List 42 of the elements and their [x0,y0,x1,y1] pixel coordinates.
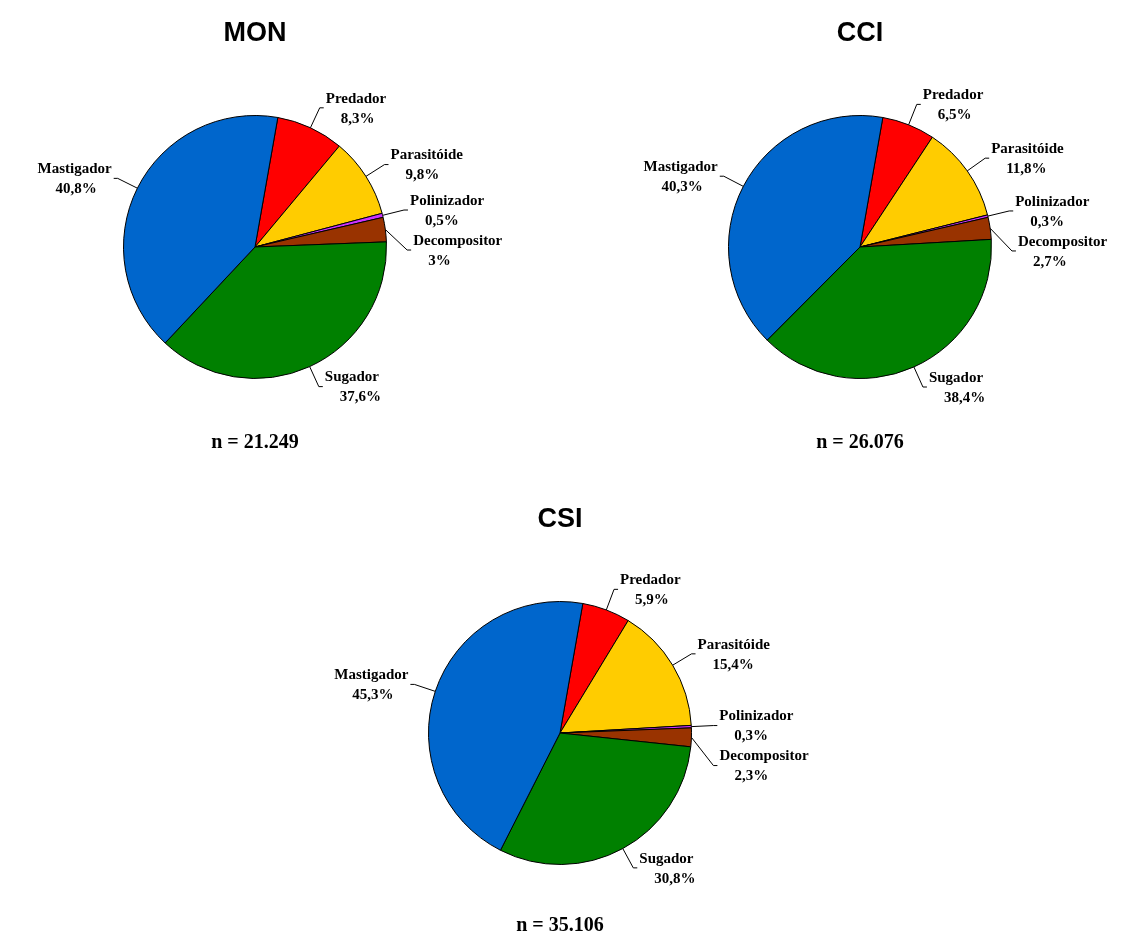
data-label: 37,6% [339,388,382,405]
data-label: 3% [428,251,451,268]
data-label: 6,5% [937,106,972,123]
data-label: 30,8% [654,869,696,886]
slice-label: Mastigador [334,666,409,683]
slice-label: Sugador [639,849,694,866]
data-label: 40,8% [55,180,97,197]
chart-title: CCI [835,17,885,48]
slice-label: Predador [922,86,984,103]
slice-label: Decompositor [719,747,809,764]
data-label: 40,3% [661,178,703,195]
text: n = 21.249 [210,430,300,453]
slice-label: Predador [325,89,387,106]
slice-label: Parasitóide [991,140,1065,157]
data-label: 2,3% [734,767,769,784]
data-label: 0,5% [424,211,459,228]
data-label: 5,9% [635,591,669,608]
slice-label: Parasitóide [697,635,771,652]
slice-label: Sugador [324,368,380,385]
text: n = 35.106 [515,913,605,936]
data-label: 0,3% [1030,212,1064,229]
data-label: 8,3% [340,109,375,126]
slice-label: Decompositor [413,231,503,248]
slice-label: Polinizador [719,707,794,724]
data-label: 38,4% [943,388,986,405]
data-label: 45,3% [352,686,394,703]
slice-label: Sugador [928,368,984,385]
slice-label: Decompositor [1017,232,1108,249]
slice-label: Predador [620,571,681,588]
slice-label: Polinizador [1015,192,1090,209]
chart-title: MON [222,17,288,48]
data-label: 15,4% [712,655,754,672]
data-label: 2,7% [1032,252,1067,269]
text: n = 26.076 [815,430,905,453]
chart-title: CSI [536,503,584,534]
slice-label: Parasitóide [390,146,464,163]
data-label: 11,8% [1006,160,1047,177]
slice-label: Mastigador [37,160,113,177]
data-label: 0,3% [734,727,769,744]
data-label: 9,8% [405,166,440,183]
slice-label: Polinizador [409,191,485,208]
slice-label: Mastigador [643,158,719,175]
